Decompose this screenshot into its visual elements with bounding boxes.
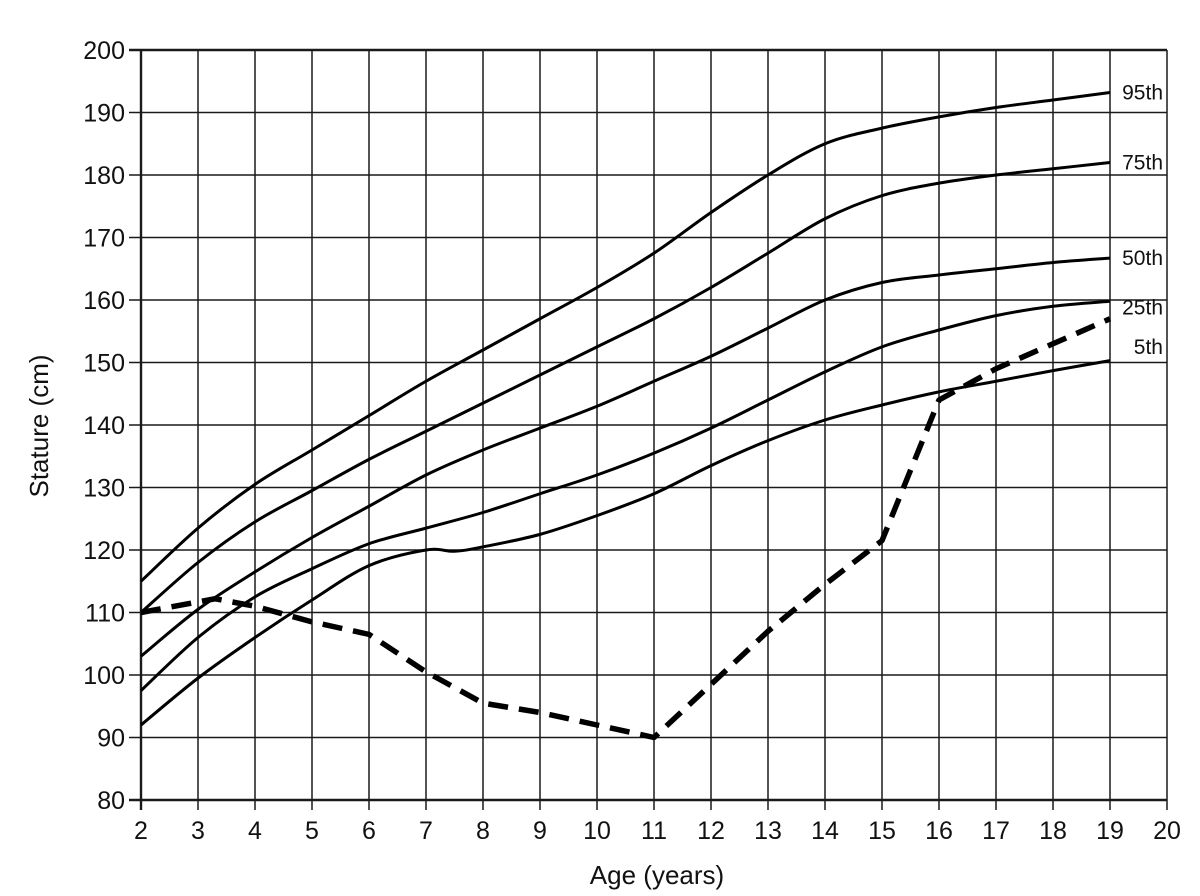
x-tick-label: 7 xyxy=(419,817,433,845)
y-tick-label: 110 xyxy=(85,600,125,628)
percentile-curve-75th xyxy=(140,161,1111,614)
grid-lines xyxy=(129,48,1168,810)
percentile-label: 95th xyxy=(1122,82,1163,105)
x-tick-label: 6 xyxy=(362,817,376,845)
percentile-label: 75th xyxy=(1122,152,1163,175)
x-tick-label: 4 xyxy=(248,817,262,845)
x-tick-label: 13 xyxy=(754,817,782,845)
x-tick-label: 17 xyxy=(982,817,1010,845)
patient-dashed-curve xyxy=(140,316,1112,741)
y-tick-label: 180 xyxy=(83,162,125,190)
x-tick-label: 2 xyxy=(134,817,148,845)
x-tick-label: 12 xyxy=(697,817,725,845)
y-tick-label: 200 xyxy=(83,37,125,65)
x-tick-label: 8 xyxy=(476,817,490,845)
percentile-label: 50th xyxy=(1122,247,1163,270)
y-tick-label: 150 xyxy=(83,350,125,378)
y-tick-label: 80 xyxy=(97,787,125,815)
x-tick-label: 9 xyxy=(533,817,547,845)
x-tick-label: 11 xyxy=(641,817,667,845)
x-tick-label: 10 xyxy=(583,817,611,845)
y-tick-label: 190 xyxy=(83,100,125,128)
x-tick-label: 3 xyxy=(191,817,205,845)
percentile-curve-25th xyxy=(139,299,1111,692)
percentile-curve-50th xyxy=(140,256,1111,658)
y-tick-label: 160 xyxy=(83,287,125,315)
x-tick-label: 18 xyxy=(1039,817,1067,845)
percentile-curve-95th xyxy=(139,91,1111,583)
x-tick-label: 15 xyxy=(868,817,896,845)
y-axis-ticks: 80 90 100 110 120 130 140 150 160 170 180 190 200 xyxy=(83,37,125,815)
y-tick-label: 90 xyxy=(97,725,125,753)
x-tick-label: 20 xyxy=(1153,817,1181,845)
y-tick-label: 140 xyxy=(83,412,125,440)
y-tick-label: 120 xyxy=(83,537,125,565)
percentile-label: 5th xyxy=(1134,336,1163,359)
x-tick-label: 5 xyxy=(305,817,319,845)
percentile-labels: 95th 75th 50th 25th 5th xyxy=(1122,82,1163,359)
x-axis-ticks: 2 3 4 5 6 7 8 9 10 11 12 13 14 15 16 17 18 19 20 xyxy=(134,817,1181,845)
y-tick-label: 100 xyxy=(83,662,125,690)
x-tick-label: 19 xyxy=(1096,817,1124,845)
percentile-curves xyxy=(139,91,1112,741)
percentile-curve-5th xyxy=(140,359,1111,727)
x-tick-label: 14 xyxy=(811,817,839,845)
y-tick-label: 170 xyxy=(83,225,125,253)
y-axis-label: Stature (cm) xyxy=(24,354,54,497)
x-tick-label: 16 xyxy=(925,817,953,845)
percentile-label: 25th xyxy=(1122,297,1163,320)
y-tick-label: 130 xyxy=(83,475,125,503)
x-axis-label: Age (years) xyxy=(590,860,724,890)
